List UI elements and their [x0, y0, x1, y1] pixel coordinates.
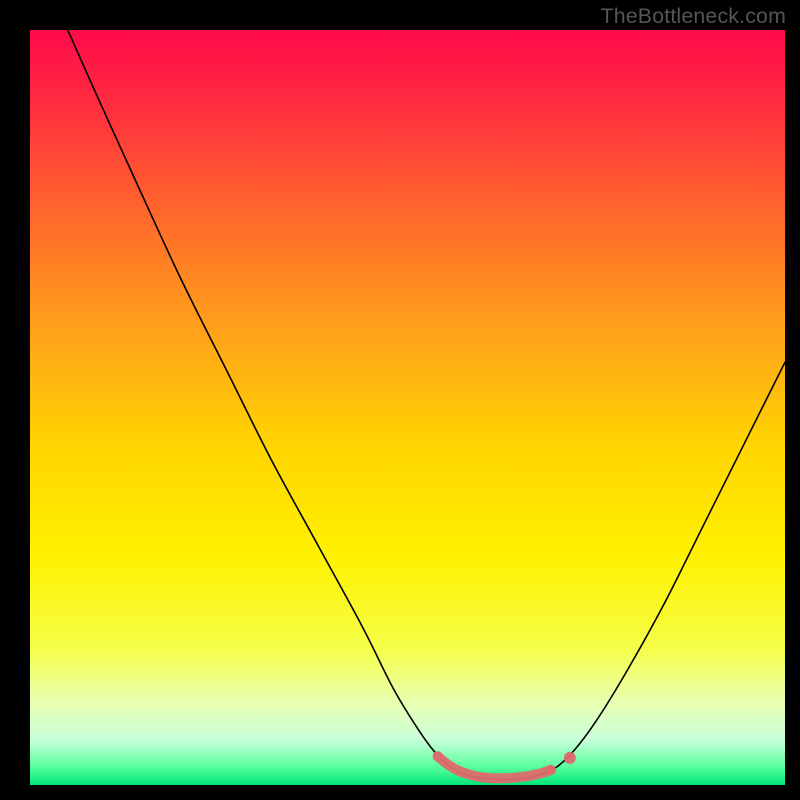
- marker-endcap: [546, 765, 556, 775]
- curve-layer: [30, 30, 785, 785]
- plot-area: [30, 30, 785, 785]
- marker-endcap: [433, 751, 443, 761]
- bottleneck-curve: [68, 30, 785, 779]
- marker-dot: [564, 752, 576, 764]
- bottleneck-chart: TheBottleneck.com: [0, 0, 800, 800]
- marker-trail: [438, 756, 551, 778]
- watermark-text: TheBottleneck.com: [601, 4, 786, 29]
